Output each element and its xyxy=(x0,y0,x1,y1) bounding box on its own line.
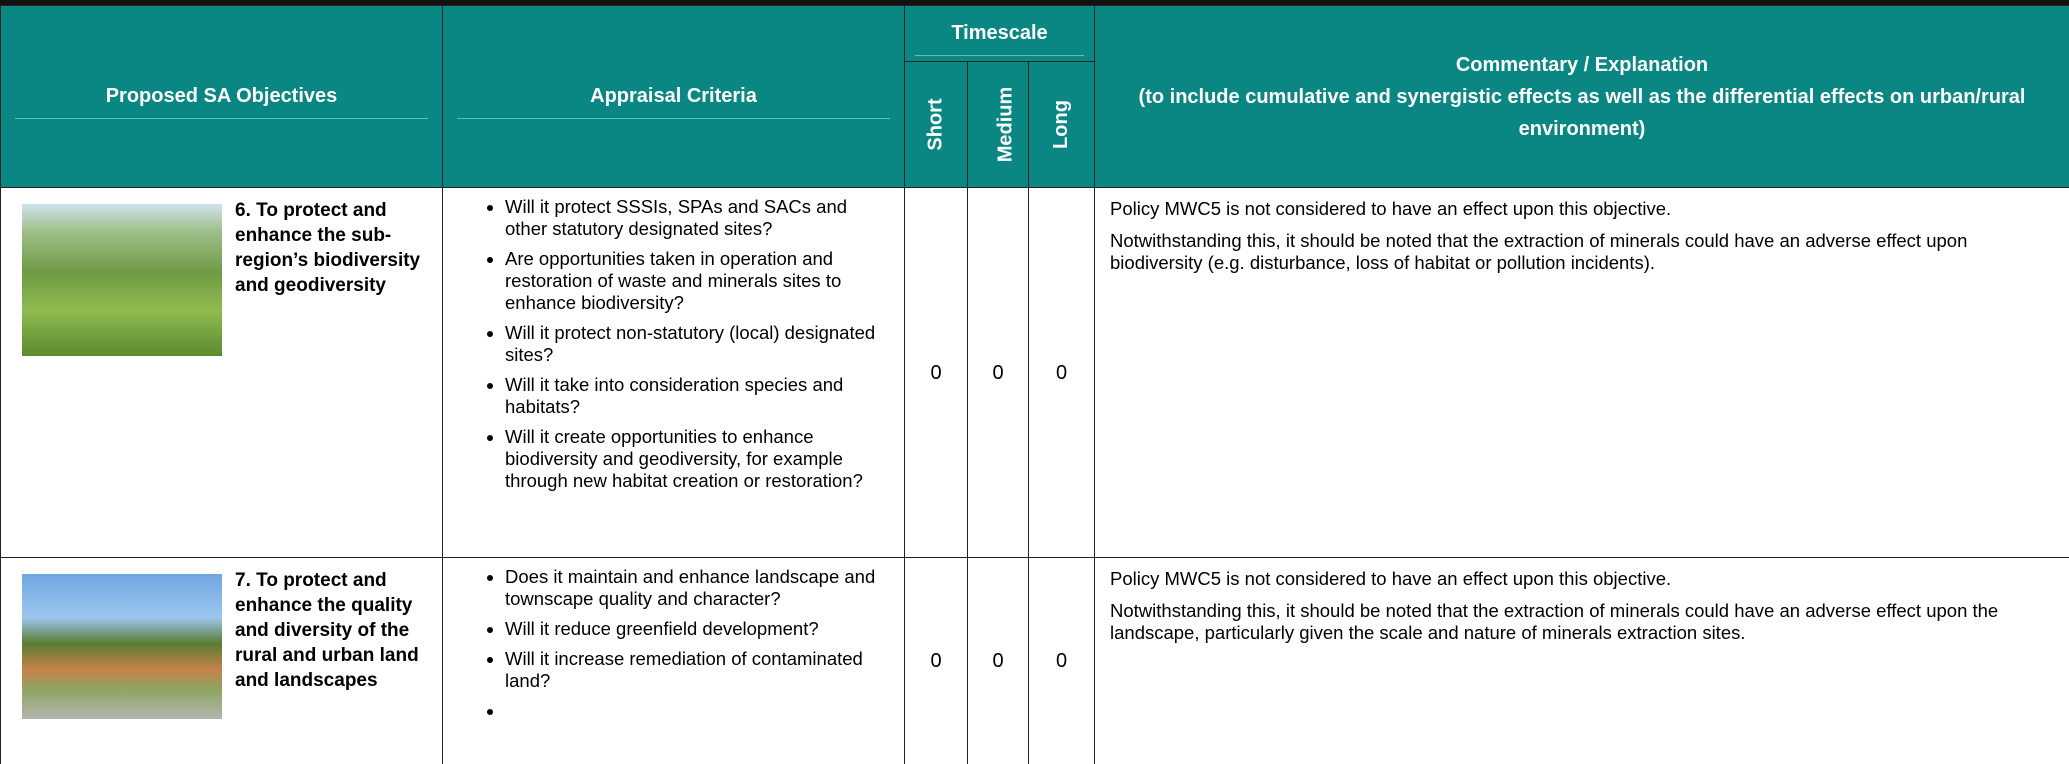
commentary-text: Policy MWC5 is not considered to have an… xyxy=(1110,568,1672,589)
header-cell: Medium xyxy=(967,61,1029,188)
sa-table: Proposed SA Objectives Appraisal Criteri… xyxy=(0,5,2069,764)
score-medium: 0 xyxy=(967,557,1029,764)
criteria-cell: Will it protect SSSIs, SPAs and SACs and… xyxy=(442,187,905,558)
commentary-text: Notwithstanding this, it should be noted… xyxy=(1110,230,1968,273)
objective-cell: 6. To protect and enhance the sub-region… xyxy=(0,187,443,558)
score-medium: 0 xyxy=(967,187,1029,558)
header-medium: Medium xyxy=(994,86,1017,163)
objective-cell: 7. To protect and enhance the quality an… xyxy=(0,557,443,764)
criteria-item: Will it reduce greenfield development? xyxy=(505,618,890,640)
objective-text: 6. To protect and enhance the sub-region… xyxy=(235,200,421,296)
header-commentary-title: Commentary / Explanation xyxy=(1455,53,1709,76)
criteria-item: Will it increase remediation of contamin… xyxy=(505,648,890,692)
header-cell: Short xyxy=(904,61,968,188)
header-criteria: Appraisal Criteria xyxy=(457,75,890,119)
criteria-item: Does it maintain and enhance landscape a… xyxy=(505,566,890,610)
commentary-cell: Policy MWC5 is not considered to have an… xyxy=(1094,187,2069,558)
header-cell: Proposed SA Objectives xyxy=(0,5,443,188)
table-row: 7. To protect and enhance the quality an… xyxy=(0,557,2069,764)
criteria-list: Does it maintain and enhance landscape a… xyxy=(443,566,890,718)
commentary-cell: Policy MWC5 is not considered to have an… xyxy=(1094,557,2069,764)
header-commentary-subtitle: (to include cumulative and synergistic e… xyxy=(1138,85,2026,140)
score-long: 0 xyxy=(1028,187,1095,558)
header-timescale: Timescale xyxy=(915,12,1084,56)
score-short: 0 xyxy=(904,557,968,764)
table-body: 6. To protect and enhance the sub-region… xyxy=(0,187,2069,764)
header-cell: Appraisal Criteria xyxy=(442,5,905,188)
header-short: Short xyxy=(924,98,947,151)
criteria-item: Will it take into consideration species … xyxy=(505,374,890,418)
header-objectives: Proposed SA Objectives xyxy=(15,75,428,119)
table-row: 6. To protect and enhance the sub-region… xyxy=(0,187,2069,558)
criteria-cell: Does it maintain and enhance landscape a… xyxy=(442,557,905,764)
header-cell: Timescale xyxy=(904,5,1095,62)
header-long: Long xyxy=(1050,100,1072,149)
objective-text: 7. To protect and enhance the quality an… xyxy=(235,570,419,691)
criteria-item: Will it create opportunities to enhance … xyxy=(505,426,890,492)
objective-image xyxy=(22,204,222,356)
criteria-item: Will it protect non-statutory (local) de… xyxy=(505,322,890,366)
criteria-list: Will it protect SSSIs, SPAs and SACs and… xyxy=(443,196,890,492)
commentary-text: Policy MWC5 is not considered to have an… xyxy=(1110,198,1672,219)
criteria-bullet xyxy=(505,700,890,718)
criteria-item: Will it protect SSSIs, SPAs and SACs and… xyxy=(505,196,890,240)
header-cell: Long xyxy=(1028,61,1095,188)
objective-image xyxy=(22,574,222,719)
criteria-item: Are opportunities taken in operation and… xyxy=(505,248,890,314)
score-short: 0 xyxy=(904,187,968,558)
commentary-text: Notwithstanding this, it should be noted… xyxy=(1110,600,1999,643)
header-cell: Commentary / Explanation (to include cumu… xyxy=(1094,5,2069,188)
score-long: 0 xyxy=(1028,557,1095,764)
